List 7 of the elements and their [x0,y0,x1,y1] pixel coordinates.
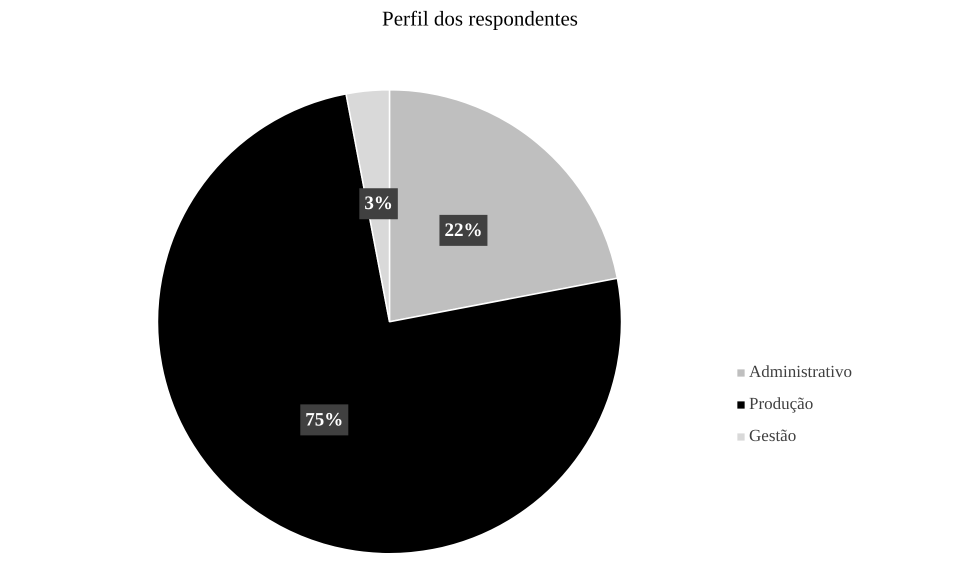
legend-label: Produção [749,394,814,414]
legend-label: Gestão [749,426,796,446]
data-label: 3% [364,193,393,214]
legend-label: Administrativo [749,362,852,382]
data-label: 75% [305,409,344,430]
chart-title: Perfil dos respondentes [382,6,578,30]
data-label: 22% [444,220,482,241]
